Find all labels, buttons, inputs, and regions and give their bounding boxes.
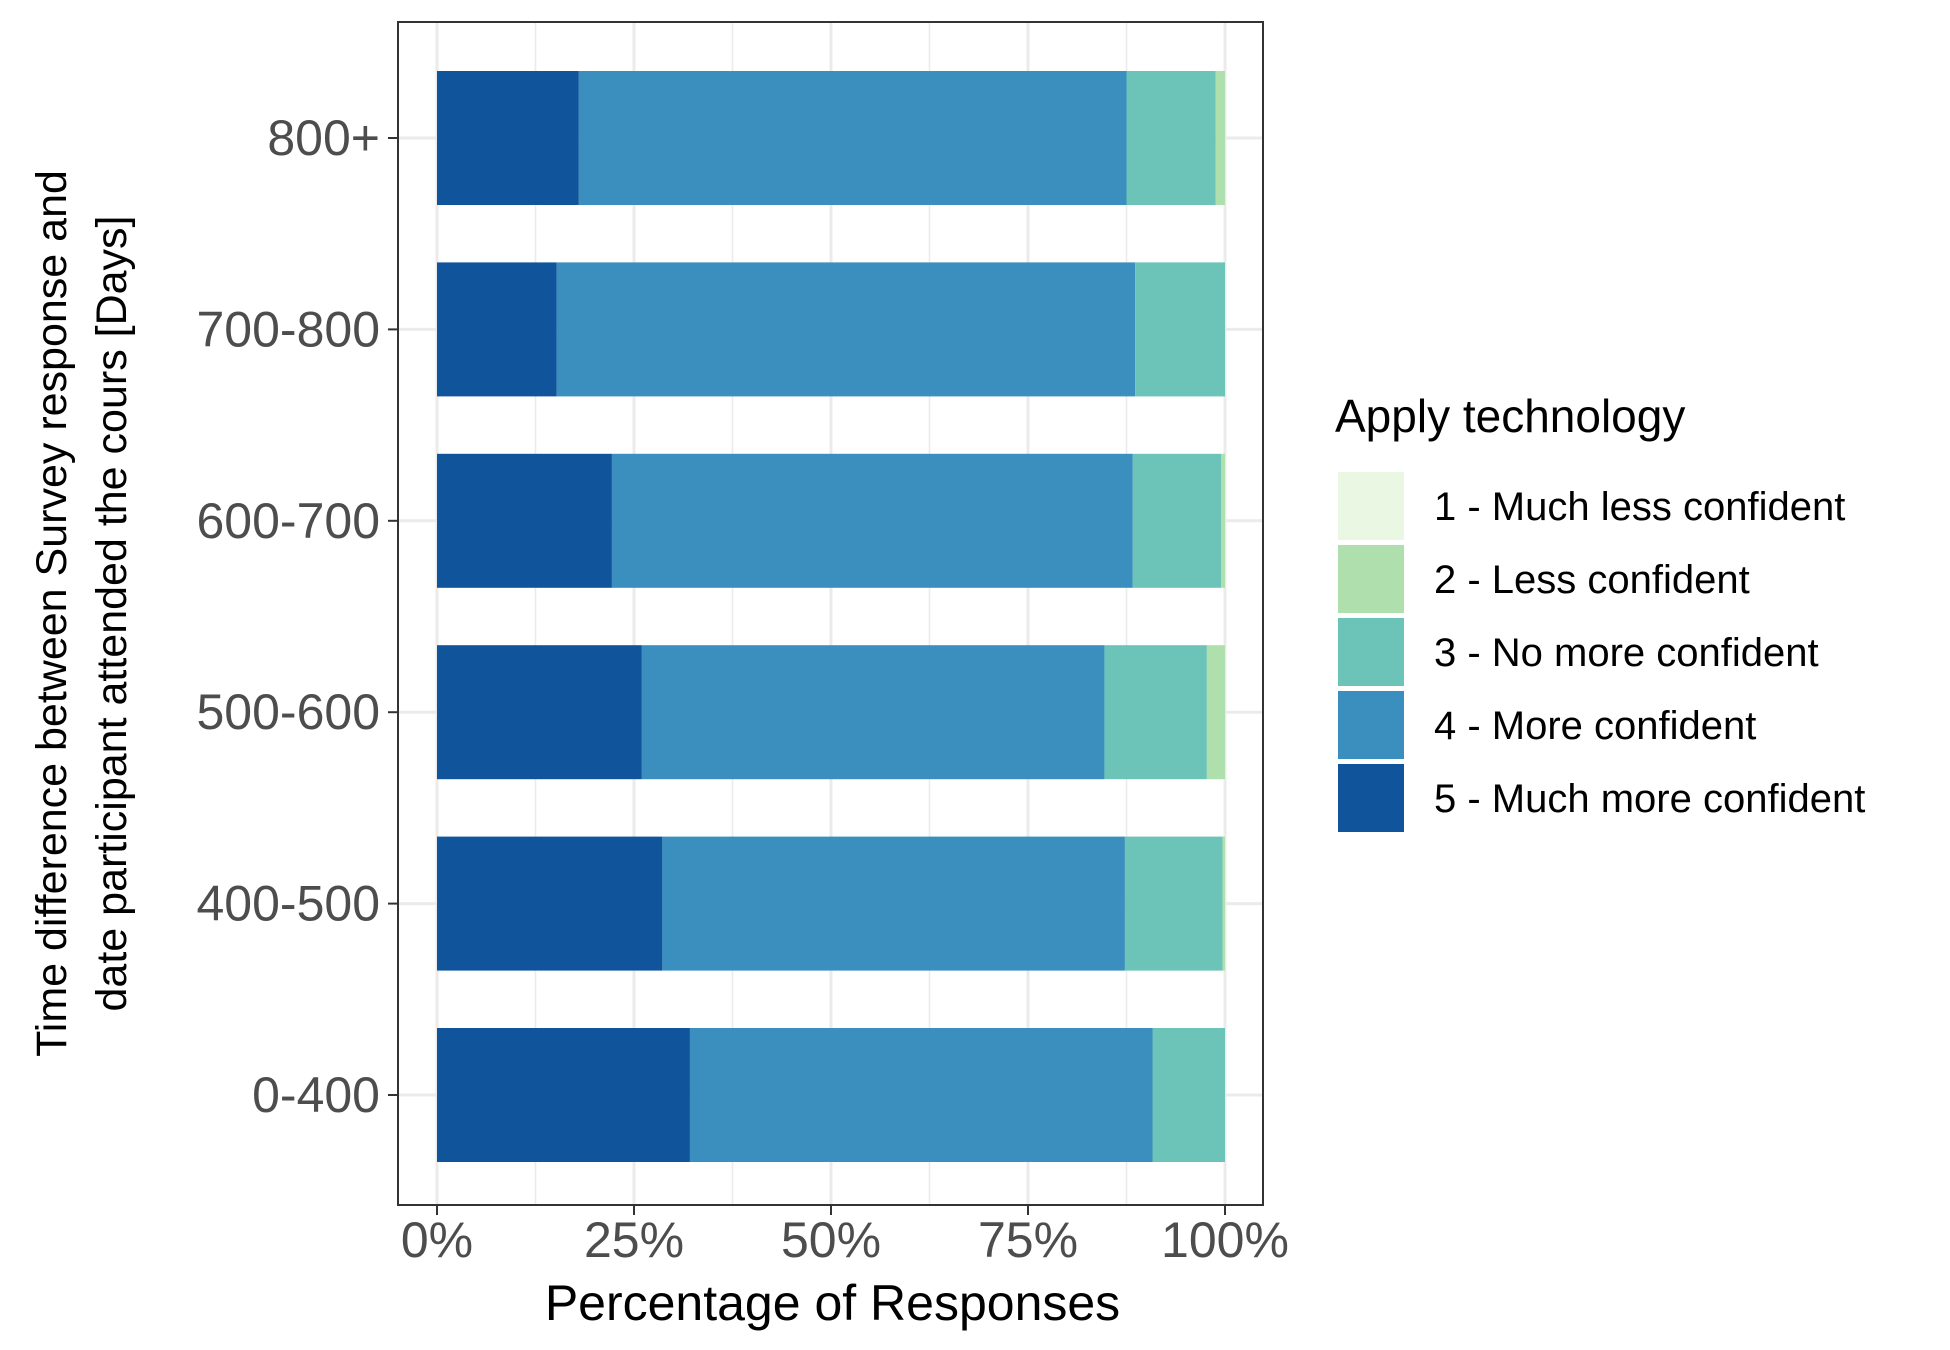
y-axis-title-line-1: Time difference between Survey response … xyxy=(28,170,76,1057)
x-tick-label: 75% xyxy=(978,1212,1078,1268)
bar-segment xyxy=(437,262,557,397)
bar-segment xyxy=(1222,836,1225,971)
bar-segment xyxy=(437,71,579,205)
legend-label: 4 - More confident xyxy=(1434,704,1756,748)
x-axis-title: Percentage of Responses xyxy=(545,1275,1120,1331)
bar-segment xyxy=(437,1028,690,1162)
bar-segment xyxy=(1221,453,1225,588)
bar-segment xyxy=(437,836,663,971)
legend-label: 2 - Less confident xyxy=(1434,558,1750,602)
y-tick-label: 800+ xyxy=(267,110,380,166)
y-tick-label: 500-600 xyxy=(197,684,381,740)
bar-segment xyxy=(556,262,1136,397)
bar-segment xyxy=(641,645,1105,780)
bar-segment xyxy=(1152,1028,1225,1162)
x-tick-label: 0% xyxy=(401,1212,473,1268)
legend-label: 1 - Much less confident xyxy=(1434,485,1845,529)
legend-items: 1 - Much less confident 2 - Less confiden… xyxy=(1338,472,1865,832)
legend-key xyxy=(1338,545,1404,613)
legend: Apply technology 1 - Much less confident… xyxy=(1335,390,1865,832)
legend-label: 3 - No more confident xyxy=(1434,631,1819,675)
x-tick-label: 50% xyxy=(781,1212,881,1268)
y-axis: 800+ 700-800 600-700 500-600 400-500 0-400 xyxy=(197,110,398,1123)
bar-segment xyxy=(1206,645,1225,780)
x-tick-label: 25% xyxy=(584,1212,684,1268)
bar-segment xyxy=(1215,71,1225,205)
x-axis: 0% 25% 50% 75% 100% xyxy=(401,1205,1289,1268)
legend-key xyxy=(1338,618,1404,686)
legend-title: Apply technology xyxy=(1335,390,1685,442)
y-tick-label: 700-800 xyxy=(197,301,381,357)
legend-key xyxy=(1338,764,1404,832)
bar-segment xyxy=(611,453,1133,588)
y-tick-label: 600-700 xyxy=(197,493,381,549)
bar-segment xyxy=(662,836,1125,971)
bar-segment xyxy=(437,453,612,588)
bar-segment xyxy=(1132,453,1222,588)
bar-segment xyxy=(1135,262,1225,397)
legend-key xyxy=(1338,691,1404,759)
x-tick-label: 100% xyxy=(1161,1212,1289,1268)
bar-segment xyxy=(578,71,1127,205)
bar-segment xyxy=(437,645,642,780)
bars xyxy=(437,71,1225,1162)
bar-segment xyxy=(689,1028,1153,1162)
y-axis-title: Time difference between Survey response … xyxy=(28,170,136,1057)
bar-segment xyxy=(1126,71,1216,205)
bar-segment xyxy=(1104,645,1207,780)
bar-segment xyxy=(1124,836,1223,971)
y-tick-label: 0-400 xyxy=(252,1067,380,1123)
legend-key xyxy=(1338,472,1404,540)
plot-panel xyxy=(397,21,1264,1206)
y-axis-title-line-2: date participant attended the cours [Day… xyxy=(88,216,136,1012)
y-tick-label: 400-500 xyxy=(197,876,381,932)
legend-label: 5 - Much more confident xyxy=(1434,777,1865,821)
